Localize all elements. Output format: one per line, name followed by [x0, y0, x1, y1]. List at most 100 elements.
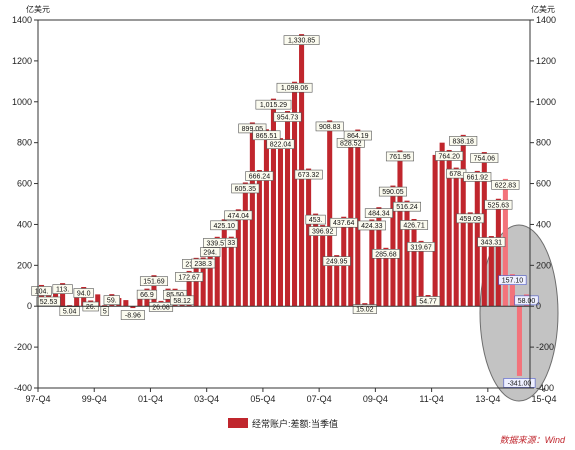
bar [334, 255, 340, 307]
x-tick-label: 99-Q4 [82, 394, 107, 404]
bar [102, 305, 108, 307]
y-tick-label-left: 600 [17, 179, 32, 189]
y-tick-label-right: -400 [536, 383, 554, 393]
x-tick-label: 97-Q4 [25, 394, 50, 404]
bar [481, 152, 487, 307]
data-label: 1,330.85 [283, 35, 320, 45]
data-label: 426.71 [400, 220, 429, 230]
data-label-box [385, 151, 414, 162]
bar [95, 294, 101, 307]
data-label: 605.35 [231, 183, 260, 194]
data-label-box [357, 220, 386, 231]
data-label: 453. [305, 214, 326, 225]
data-label: 238.3 [191, 258, 216, 269]
bar [207, 246, 213, 307]
data-label-box [470, 153, 499, 163]
bar [432, 154, 438, 307]
data-label: 113. [52, 284, 73, 294]
bar [74, 290, 80, 307]
y-tick-label-right: 0 [536, 301, 541, 311]
data-label: 425.10 [210, 220, 239, 231]
data-label-text: 761.95 [389, 154, 411, 161]
bar [284, 111, 291, 307]
data-label-box [136, 289, 158, 300]
data-label-text: 865.51 [256, 133, 278, 140]
bar [509, 274, 515, 307]
data-label-text: 172.67 [178, 274, 200, 281]
data-label-box [477, 237, 506, 247]
data-label: 622.83 [491, 180, 520, 190]
data-label-box [252, 130, 281, 141]
plot-frame [37, 19, 531, 389]
data-label: 761.95 [385, 151, 414, 162]
data-label-text: 605.35 [235, 186, 257, 193]
data-label: -341.00 [503, 378, 536, 388]
data-label: 15.02 [352, 304, 377, 314]
data-label-box [231, 183, 260, 194]
data-label-box [148, 302, 174, 312]
y-tick-label-right: 800 [536, 138, 551, 148]
data-label-box [400, 220, 429, 230]
data-label: 54.77 [416, 296, 441, 306]
bar [411, 218, 417, 307]
bar [313, 213, 319, 307]
bar [495, 198, 501, 307]
data-label-box [210, 220, 239, 231]
data-label-box [139, 276, 168, 287]
data-label: 94.0 [73, 288, 94, 298]
data-label: 666.24 [245, 171, 274, 181]
data-label-box [503, 378, 536, 388]
data-label-box [305, 214, 326, 225]
data-label-box [170, 295, 195, 306]
bar [200, 257, 206, 307]
bar [67, 305, 73, 307]
data-label-box [273, 112, 302, 122]
data-label: 525.63 [484, 199, 513, 210]
data-label-box [514, 295, 539, 306]
bar [383, 247, 389, 307]
data-label-text: 15.02 [356, 307, 374, 314]
bar [474, 170, 480, 307]
bar [137, 293, 143, 307]
y-tick-label-right: -200 [536, 342, 554, 352]
data-label-text: 453. [309, 217, 323, 224]
data-label-text: 622.83 [495, 182, 517, 189]
bar [327, 120, 333, 307]
data-label: 661.92 [463, 172, 492, 182]
x-tick-label: 01-Q4 [138, 394, 163, 404]
y-tick-label-left: 800 [17, 138, 32, 148]
data-label: 474.04 [224, 210, 253, 221]
data-label: 26.08 [148, 302, 174, 312]
data-label-box [276, 82, 313, 93]
data-label-box [352, 304, 377, 314]
data-label-text: 754.06 [474, 156, 496, 163]
data-label-box [103, 295, 120, 305]
data-label: 343.31 [477, 237, 506, 247]
data-label-text: 58.12 [173, 298, 191, 305]
x-tick-label: 13-Q4 [475, 394, 500, 404]
data-label-text: 5 [103, 309, 107, 316]
data-label: 484.34 [364, 208, 393, 219]
bar [390, 185, 396, 307]
data-label: 285.68 [371, 249, 400, 259]
bar [446, 149, 452, 307]
data-label: 838.18 [449, 136, 478, 146]
y-tick-label-right: 400 [536, 219, 551, 229]
data-label-box [378, 186, 407, 197]
x-tick-label: 11-Q4 [419, 394, 443, 404]
data-label-text: 94.0 [77, 291, 91, 298]
data-label: 678. [446, 168, 467, 179]
data-label: 516.24 [392, 201, 421, 212]
x-tick-label: 15-Q4 [532, 394, 557, 404]
bar [439, 142, 445, 307]
bar [249, 122, 255, 307]
data-label-text: 113. [56, 287, 69, 294]
data-label: 33 [225, 237, 238, 248]
data-label-layer: 104. 52.53 113. 5.04 94.0 26. 559. -8.96 66.9 151… [31, 35, 539, 388]
bar [369, 219, 375, 307]
data-label-box [175, 272, 204, 282]
data-label-box [308, 226, 337, 236]
data-label: 249.95 [322, 256, 351, 266]
data-label-box [392, 201, 421, 212]
data-label-text: 319.67 [410, 244, 432, 251]
